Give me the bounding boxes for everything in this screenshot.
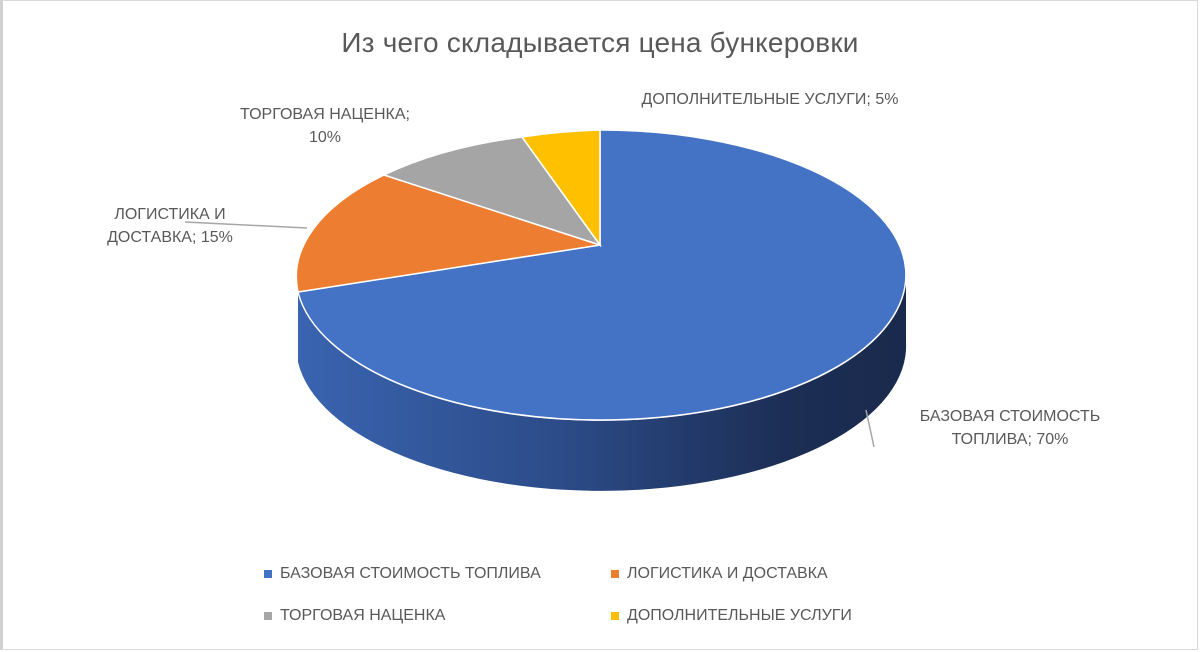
data-label-markup: ТОРГОВАЯ НАЦЕНКА; 10% (205, 103, 445, 149)
legend-label: ЛОГИСТИКА И ДОСТАВКА (627, 565, 828, 582)
legend-label: ТОРГОВАЯ НАЦЕНКА (280, 607, 446, 624)
data-label-line: БАЗОВАЯ СТОИМОСТЬ (919, 408, 1101, 425)
legend-label: ДОПОЛНИТЕЛЬНЫЕ УСЛУГИ (627, 607, 852, 624)
legend-label: БАЗОВАЯ СТОИМОСТЬ ТОПЛИВА (280, 565, 541, 582)
legend-swatch-icon (264, 612, 272, 620)
legend-item-additional-services[interactable]: ДОПОЛНИТЕЛЬНЫЕ УСЛУГИ (611, 607, 852, 625)
slice-markup[interactable] (381, 136, 602, 247)
slice-additional-services[interactable] (520, 129, 601, 248)
data-label-line: 10% (308, 129, 342, 146)
leader-line-logistics (184, 221, 308, 229)
slice-logistics[interactable] (295, 174, 601, 293)
legend-item-base-fuel[interactable]: БАЗОВАЯ СТОИМОСТЬ ТОПЛИВА (264, 565, 541, 583)
data-label-base-fuel: БАЗОВАЯ СТОИМОСТЬ ТОПЛИВА; 70% (895, 405, 1125, 451)
legend-item-markup[interactable]: ТОРГОВАЯ НАЦЕНКА (264, 607, 445, 625)
chart-title: Из чего складывается цена бункеровки (341, 27, 859, 58)
data-label-line: ТОРГОВАЯ НАЦЕНКА; (240, 106, 410, 123)
data-label-line: ЛОГИСТИКА И (114, 206, 226, 223)
legend-swatch-icon (611, 570, 619, 578)
slice-base-fuel[interactable] (297, 129, 907, 421)
data-label-line: ТОПЛИВА; 70% (951, 431, 1069, 448)
data-label-additional-services: ДОПОЛНИТЕЛЬНЫЕ УСЛУГИ; 5% (600, 88, 940, 111)
leader-line-base-fuel (865, 409, 875, 448)
legend-item-logistics[interactable]: ЛОГИСТИКА И ДОСТАВКА (611, 565, 828, 583)
data-label-line: ДОПОЛНИТЕЛЬНЫЕ УСЛУГИ; 5% (641, 91, 899, 108)
legend-swatch-icon (611, 612, 619, 620)
slice-side-base-fuel[interactable] (298, 272, 907, 491)
legend-swatch-icon (264, 570, 272, 578)
data-label-line: ДОСТАВКА; 15% (107, 229, 233, 246)
data-label-logistics: ЛОГИСТИКА И ДОСТАВКА; 15% (70, 203, 270, 249)
